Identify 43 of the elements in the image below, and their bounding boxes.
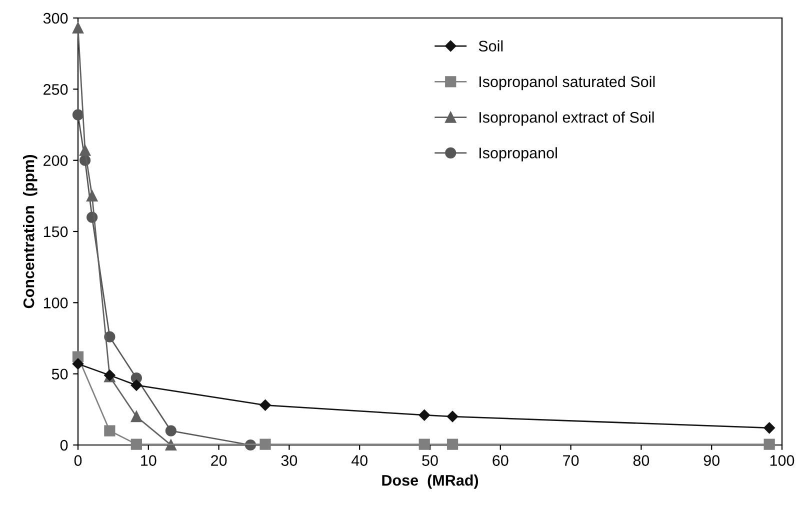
y-tick-label: 100 (44, 298, 68, 308)
x-tick-label: 60 (492, 455, 508, 466)
point (72, 22, 84, 34)
x-tick-label: 100 (770, 455, 794, 466)
point (764, 422, 775, 434)
x-tick-label: 0 (74, 455, 82, 466)
point (260, 400, 271, 411)
x-tick-label: 90 (704, 455, 720, 466)
point (418, 410, 430, 421)
x-tick-label: 30 (281, 455, 298, 466)
legend-label: Soil (478, 40, 503, 52)
point (165, 425, 176, 436)
x-tick-label: 70 (563, 455, 579, 466)
legend-label: Isopropanol saturated Soil (480, 76, 655, 90)
point (764, 438, 775, 450)
point (72, 358, 84, 370)
point (130, 438, 142, 450)
point (104, 425, 116, 436)
point (418, 438, 430, 450)
point (79, 144, 91, 156)
point (130, 380, 142, 391)
y-tick-label: 200 (44, 155, 68, 166)
point (104, 331, 116, 342)
x-tick-label: 10 (141, 455, 156, 466)
y-tick-label: 250 (44, 84, 68, 95)
x-tick-label: 80 (633, 455, 650, 466)
legend-label: Isopropanol (480, 147, 557, 162)
point (86, 190, 98, 202)
y-axis-title: Concentration (ppm) (22, 155, 38, 308)
point (72, 109, 84, 120)
x-tick-label: 20 (211, 455, 227, 466)
point (130, 410, 142, 422)
y-tick-label: 150 (44, 226, 68, 238)
y-tick-label: 0 (60, 440, 68, 451)
point (260, 438, 271, 450)
y-tick-label: 300 (43, 12, 68, 24)
x-tick-label: 50 (422, 455, 438, 466)
x-axis-title: Dose (MRad) (382, 474, 478, 489)
point (446, 410, 458, 422)
legend-label: Isopropanol extract of Soil (480, 112, 654, 126)
x-tick-label: 40 (351, 455, 368, 466)
point (446, 438, 458, 450)
y-tick-label: 50 (52, 368, 68, 380)
